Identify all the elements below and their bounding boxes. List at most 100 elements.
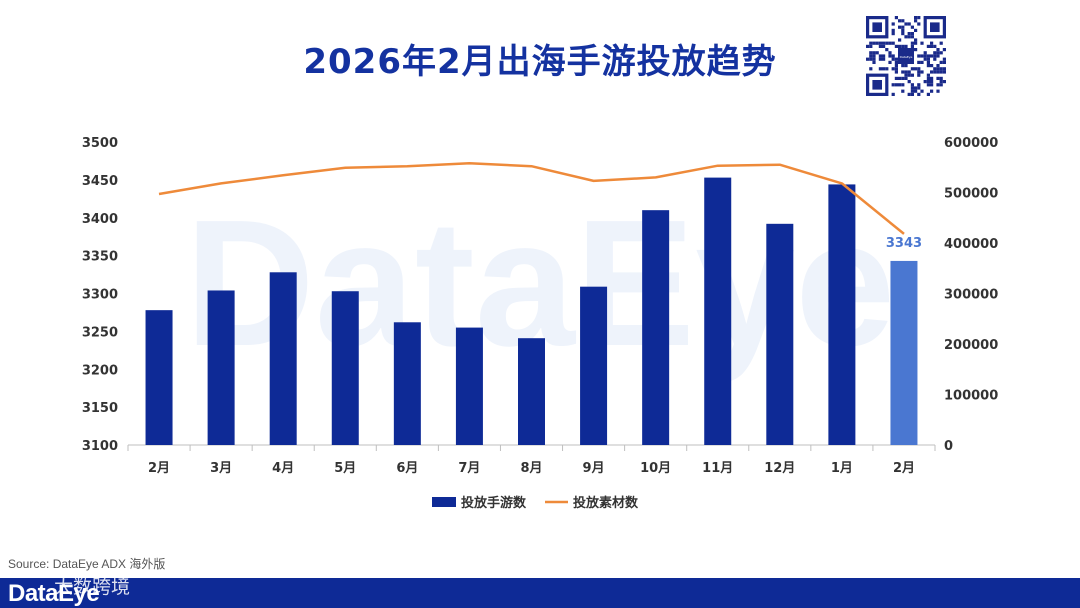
qr-module xyxy=(930,44,934,48)
qr-module xyxy=(930,76,934,80)
qr-module xyxy=(901,89,905,93)
chart-title: 2026年2月出海手游投放趋势 xyxy=(303,42,777,82)
qr-module xyxy=(930,64,934,68)
qr-module xyxy=(926,44,930,48)
qr-module xyxy=(882,67,886,71)
qr-module xyxy=(920,54,924,58)
qr-module xyxy=(882,54,886,58)
qr-module xyxy=(939,51,943,55)
qr-module xyxy=(939,80,943,84)
y-left-tick-label: 3200 xyxy=(82,363,118,378)
qr-module xyxy=(920,89,924,93)
bar xyxy=(145,310,173,445)
qr-module xyxy=(936,76,940,80)
x-tick-label: 6月 xyxy=(396,461,418,476)
qr-module xyxy=(942,70,946,74)
y-right-tick-label: 600000 xyxy=(944,136,998,151)
x-tick-label: 2月 xyxy=(148,461,170,476)
y-left-tick-label: 3100 xyxy=(82,439,118,454)
qr-module xyxy=(907,70,911,74)
qr-module xyxy=(878,57,882,61)
qr-module xyxy=(930,54,934,58)
qr-module xyxy=(926,57,930,61)
qr-module xyxy=(872,41,876,45)
y-right-tick-label: 400000 xyxy=(944,237,998,252)
qr-module xyxy=(917,86,921,90)
x-tick-label: 2月 xyxy=(893,461,915,476)
bar xyxy=(518,338,545,445)
qr-module xyxy=(875,51,879,55)
qr-module xyxy=(933,67,937,71)
footer-bar xyxy=(0,578,1080,608)
qr-module xyxy=(933,51,937,55)
qr-module xyxy=(872,54,876,58)
qr-module xyxy=(926,83,930,87)
highlight-data-label: 3343 xyxy=(886,236,922,251)
qr-module xyxy=(869,54,873,58)
y-left-tick-label: 3350 xyxy=(82,250,118,265)
qr-module xyxy=(942,48,946,52)
qr-module xyxy=(936,64,940,68)
qr-module xyxy=(894,76,898,80)
x-tick-label: 1月 xyxy=(831,461,853,476)
qr-module xyxy=(891,32,895,36)
legend-label-line: 投放素材数 xyxy=(573,495,639,511)
qr-module xyxy=(901,32,905,36)
qr-module xyxy=(866,44,870,48)
x-tick-label: 5月 xyxy=(334,461,356,476)
bar xyxy=(704,177,732,446)
qr-code: DataEye xyxy=(866,16,946,96)
qr-module xyxy=(872,57,876,61)
qr-module xyxy=(920,70,924,74)
qr-module xyxy=(875,41,879,45)
y-right-tick-label: 0 xyxy=(944,439,953,454)
qr-module xyxy=(907,32,911,36)
qr-module xyxy=(901,28,905,32)
qr-module xyxy=(910,86,914,90)
qr-module xyxy=(882,41,886,45)
qr-module xyxy=(898,25,902,29)
qr-module xyxy=(942,60,946,64)
left-axis: 3100 3150 3200 3250 3300 3350 3400 3450 3500 xyxy=(82,136,118,454)
qr-module xyxy=(939,67,943,71)
qr-module xyxy=(898,76,902,80)
qr-module xyxy=(891,41,895,45)
qr-module xyxy=(907,73,911,77)
qr-module xyxy=(910,35,914,39)
qr-center-text: DataEye xyxy=(900,55,913,59)
qr-module xyxy=(888,60,892,64)
qr-module xyxy=(869,51,873,55)
qr-module xyxy=(933,57,937,61)
qr-module xyxy=(891,28,895,32)
qr-module xyxy=(936,67,940,71)
qr-module xyxy=(926,92,930,96)
x-tick-label: 8月 xyxy=(520,461,542,476)
y-left-tick-label: 3150 xyxy=(82,401,118,416)
qr-module xyxy=(894,60,898,64)
qr-module xyxy=(920,41,924,45)
qr-module xyxy=(917,92,921,96)
qr-module xyxy=(904,76,908,80)
footer-brand-cn: 大数跨境 xyxy=(54,576,131,598)
qr-module xyxy=(904,22,908,26)
qr-module xyxy=(920,60,924,64)
qr-module xyxy=(910,83,914,87)
qr-module xyxy=(894,44,898,48)
qr-module xyxy=(914,48,918,52)
qr-module xyxy=(907,22,911,26)
line-path xyxy=(158,161,905,235)
y-left-tick-label: 3250 xyxy=(82,325,118,340)
qr-module xyxy=(898,19,902,23)
bar xyxy=(828,184,856,446)
qr-module xyxy=(933,44,937,48)
qr-module xyxy=(936,51,940,55)
qr-finder-core xyxy=(872,80,882,90)
qr-module xyxy=(891,83,895,87)
qr-module xyxy=(894,70,898,74)
qr-module xyxy=(904,70,908,74)
qr-module xyxy=(894,57,898,61)
qr-module xyxy=(901,70,905,74)
x-tick-label: 10月 xyxy=(640,461,671,476)
qr-module xyxy=(869,44,873,48)
